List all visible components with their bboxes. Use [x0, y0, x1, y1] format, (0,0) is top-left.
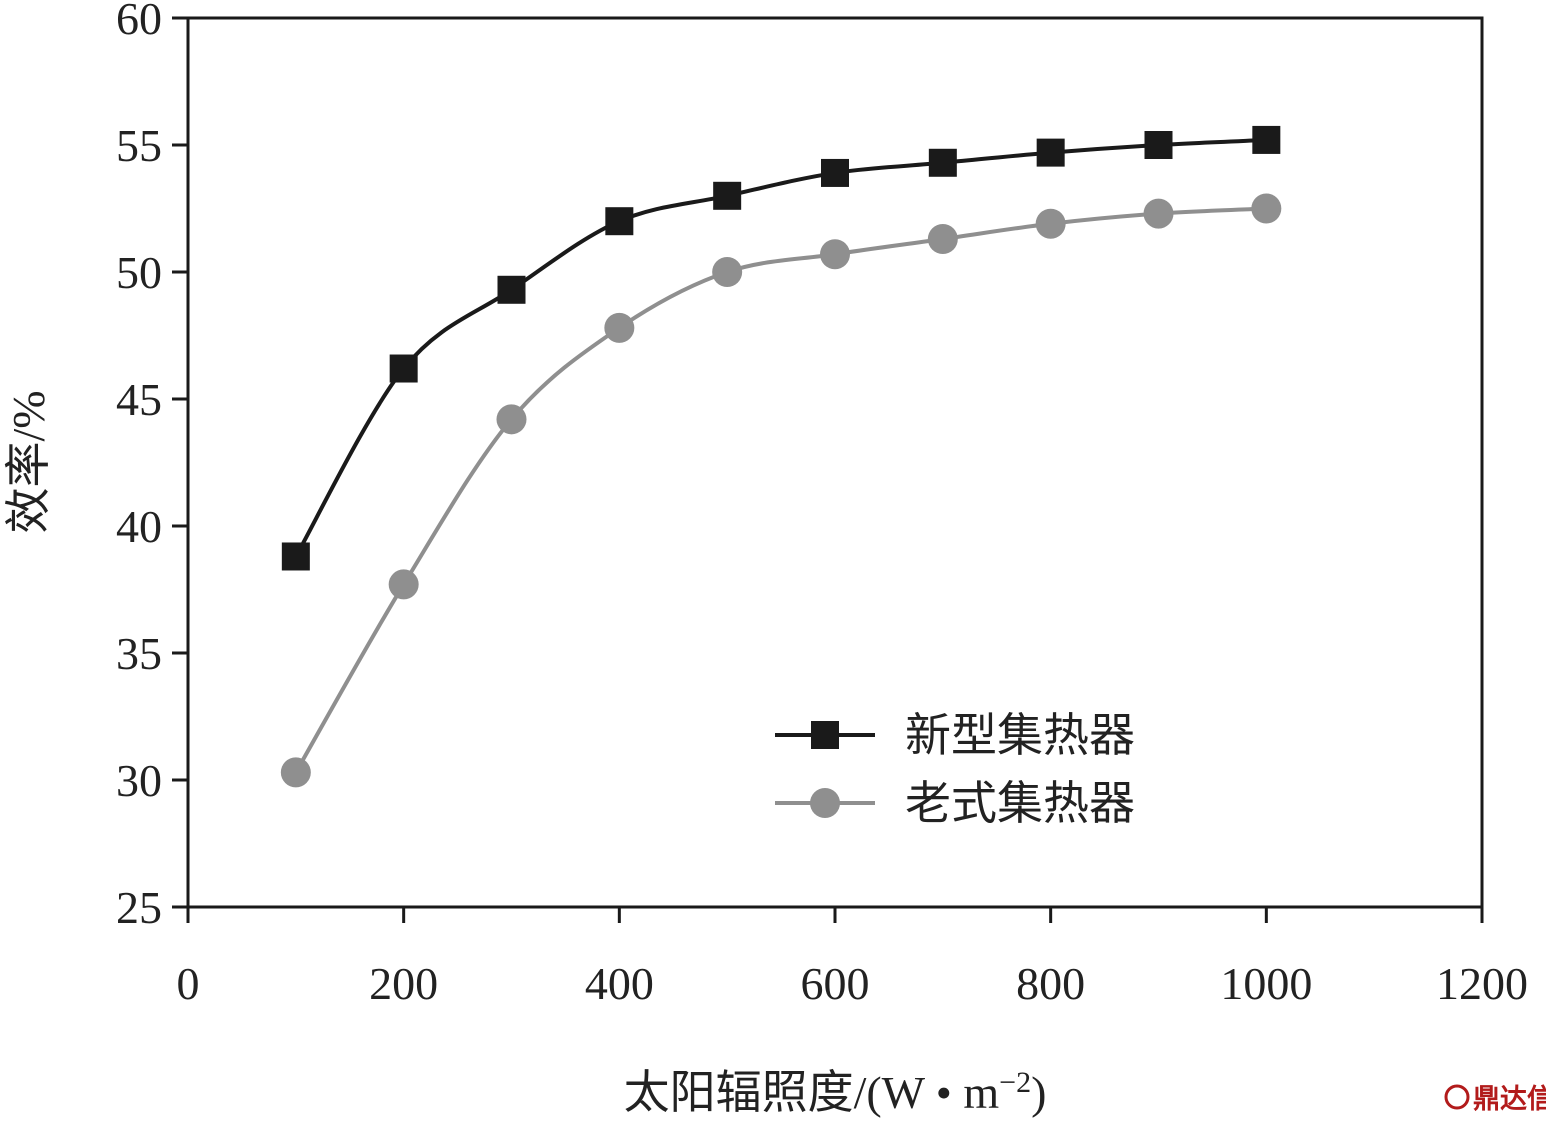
- x-tick-label: 400: [585, 958, 654, 1009]
- y-axis-title: 效率/%: [3, 390, 54, 533]
- legend-item-2: 老式集热器: [775, 778, 1135, 829]
- data-point-square: [713, 181, 742, 210]
- x-axis-title-main: 太阳辐照度/(W • m: [624, 1067, 1000, 1118]
- data-point-circle: [1035, 208, 1066, 239]
- legend-label: 老式集热器: [905, 778, 1135, 829]
- x-tick-label: 1000: [1220, 958, 1312, 1009]
- x-tick-label: 0: [177, 958, 200, 1009]
- data-point-circle: [1251, 193, 1282, 224]
- legend-marker-square: [811, 721, 839, 749]
- y-tick-label: 25: [116, 882, 162, 933]
- data-point-circle: [712, 257, 743, 287]
- legend-item-1: 新型集热器: [775, 710, 1135, 761]
- legend-marker-circle: [810, 788, 840, 818]
- y-tick-label: 60: [116, 0, 162, 44]
- data-point-square: [389, 354, 418, 383]
- data-point-square: [1144, 131, 1173, 159]
- data-point-circle: [927, 223, 958, 254]
- y-tick-label: 50: [116, 247, 162, 298]
- data-point-circle: [1143, 198, 1174, 229]
- series-1: [281, 125, 1281, 571]
- data-point-circle: [496, 404, 527, 435]
- y-tick-label: 55: [116, 120, 162, 171]
- data-point-circle: [604, 312, 635, 343]
- y-tick-label: 35: [116, 628, 162, 679]
- x-tick-label: 1200: [1436, 958, 1528, 1009]
- data-point-square: [928, 148, 957, 177]
- watermark-text: 鼎达信: [1473, 1084, 1546, 1114]
- data-point-square: [1252, 125, 1281, 154]
- data-point-square: [281, 542, 310, 571]
- y-tick-label: 40: [116, 501, 162, 552]
- series-2: [280, 193, 1282, 788]
- y-tick-label: 45: [116, 374, 162, 425]
- data-point-circle: [280, 757, 311, 788]
- data-point-circle: [820, 239, 850, 270]
- series-layer: [280, 125, 1282, 788]
- legend-label: 新型集热器: [905, 710, 1135, 761]
- series-line: [293, 137, 1269, 559]
- y-tick-label: 30: [116, 755, 162, 806]
- x-axis-title-close: ): [1031, 1067, 1046, 1118]
- watermark-mark: [1444, 1084, 1470, 1110]
- data-point-circle: [388, 569, 419, 600]
- x-axis-title: 太阳辐照度/(W • m−2): [624, 1066, 1047, 1119]
- x-tick-label: 600: [801, 958, 870, 1009]
- data-point-square: [605, 207, 634, 236]
- data-point-square: [821, 158, 849, 187]
- x-tick-label: 200: [369, 958, 438, 1009]
- data-point-square: [1036, 138, 1065, 167]
- data-point-square: [497, 275, 526, 304]
- x-axis-title-superscript: −2: [999, 1066, 1031, 1099]
- watermark-logo: 鼎达信: [1444, 1084, 1546, 1114]
- x-tick-label: 800: [1016, 958, 1085, 1009]
